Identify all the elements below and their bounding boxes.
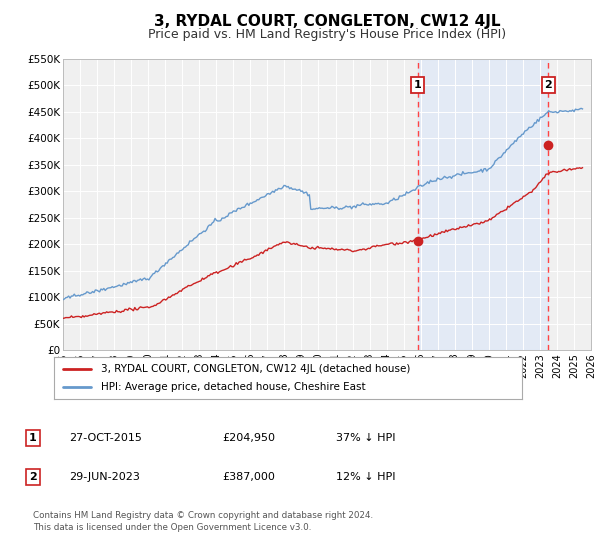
Text: 29-JUN-2023: 29-JUN-2023: [69, 472, 140, 482]
Text: 2: 2: [544, 80, 552, 90]
Bar: [418, 59, 548, 350]
Text: 37% ↓ HPI: 37% ↓ HPI: [336, 433, 395, 443]
Text: 1: 1: [29, 433, 37, 443]
Text: 2: 2: [29, 472, 37, 482]
Text: HPI: Average price, detached house, Cheshire East: HPI: Average price, detached house, Ches…: [101, 382, 365, 392]
Text: £387,000: £387,000: [222, 472, 275, 482]
Text: 1: 1: [414, 80, 421, 90]
Text: £204,950: £204,950: [222, 433, 275, 443]
Text: 3, RYDAL COURT, CONGLETON, CW12 4JL: 3, RYDAL COURT, CONGLETON, CW12 4JL: [154, 14, 500, 29]
Text: Price paid vs. HM Land Registry's House Price Index (HPI): Price paid vs. HM Land Registry's House …: [148, 28, 506, 41]
Text: Contains HM Land Registry data © Crown copyright and database right 2024.
This d: Contains HM Land Registry data © Crown c…: [33, 511, 373, 531]
Text: 27-OCT-2015: 27-OCT-2015: [69, 433, 142, 443]
Text: 3, RYDAL COURT, CONGLETON, CW12 4JL (detached house): 3, RYDAL COURT, CONGLETON, CW12 4JL (det…: [101, 364, 410, 374]
Text: 12% ↓ HPI: 12% ↓ HPI: [336, 472, 395, 482]
